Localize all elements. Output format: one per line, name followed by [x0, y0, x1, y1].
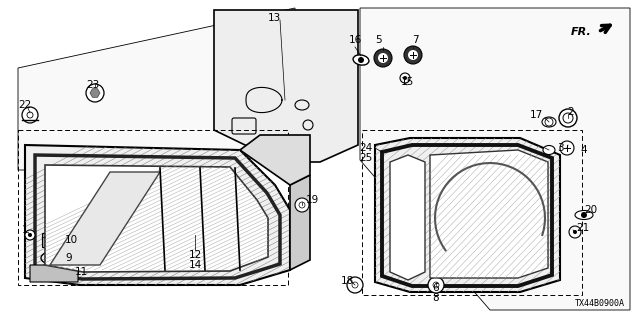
Circle shape	[581, 212, 587, 218]
FancyBboxPatch shape	[42, 233, 60, 247]
Polygon shape	[360, 8, 630, 310]
Text: FR.: FR.	[572, 27, 592, 37]
Circle shape	[573, 230, 577, 234]
Text: TX44B0900A: TX44B0900A	[575, 299, 625, 308]
Text: 10: 10	[65, 235, 78, 245]
Circle shape	[347, 277, 363, 293]
Text: 12: 12	[188, 250, 202, 260]
Text: 18: 18	[340, 276, 354, 286]
Ellipse shape	[353, 55, 369, 65]
Text: 4: 4	[580, 145, 587, 155]
Text: 22: 22	[18, 100, 31, 110]
Circle shape	[374, 49, 392, 67]
Circle shape	[86, 84, 104, 102]
Circle shape	[295, 198, 309, 212]
Ellipse shape	[575, 211, 593, 220]
Circle shape	[560, 141, 574, 155]
Text: 14: 14	[188, 260, 202, 270]
Ellipse shape	[543, 146, 555, 155]
Polygon shape	[214, 10, 358, 162]
Polygon shape	[390, 155, 425, 280]
Text: 8: 8	[433, 293, 439, 303]
Text: 6: 6	[433, 283, 439, 293]
Polygon shape	[45, 165, 268, 272]
Polygon shape	[90, 89, 100, 97]
Circle shape	[559, 109, 577, 127]
Circle shape	[403, 76, 407, 80]
Text: 5: 5	[374, 35, 381, 45]
Circle shape	[28, 233, 32, 237]
Text: 11: 11	[75, 267, 88, 277]
Text: 21: 21	[576, 223, 589, 233]
Text: 23: 23	[86, 80, 100, 90]
Polygon shape	[375, 138, 560, 292]
Text: 16: 16	[348, 35, 362, 45]
Text: 1: 1	[21, 225, 28, 235]
Polygon shape	[30, 265, 78, 282]
Polygon shape	[25, 145, 290, 285]
Text: 20: 20	[584, 205, 597, 215]
Polygon shape	[240, 135, 310, 185]
Polygon shape	[430, 150, 548, 278]
Text: 2: 2	[567, 107, 573, 117]
Text: 19: 19	[306, 195, 319, 205]
Polygon shape	[18, 8, 295, 170]
Text: 3: 3	[557, 143, 564, 153]
Text: 24: 24	[360, 143, 373, 153]
Circle shape	[22, 107, 38, 123]
Circle shape	[404, 46, 422, 64]
Circle shape	[408, 50, 418, 60]
Circle shape	[428, 277, 444, 293]
Circle shape	[378, 53, 388, 63]
Circle shape	[25, 230, 35, 240]
Text: 7: 7	[412, 35, 419, 45]
Text: 17: 17	[530, 110, 543, 120]
Text: 15: 15	[401, 77, 413, 87]
Polygon shape	[50, 172, 160, 265]
Text: 9: 9	[65, 253, 72, 263]
Text: 13: 13	[268, 13, 281, 23]
Ellipse shape	[542, 117, 556, 127]
Text: 25: 25	[360, 153, 373, 163]
Circle shape	[358, 57, 364, 63]
Polygon shape	[290, 175, 310, 270]
